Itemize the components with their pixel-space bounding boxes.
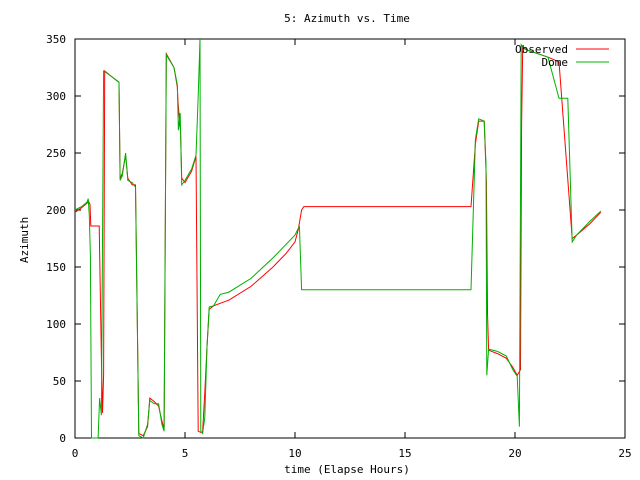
x-tick-label: 20 [508,447,521,460]
legend-label-dome: Dome [542,56,569,69]
x-tick-label: 0 [72,447,79,460]
y-axis-label: Azimuth [18,217,31,263]
x-tick-label: 10 [288,447,301,460]
y-tick-label: 350 [46,33,66,46]
chart-title: 5: Azimuth vs. Time [284,12,410,25]
x-tick-label: 5 [182,447,189,460]
y-tick-label: 100 [46,318,66,331]
y-tick-label: 0 [59,432,66,445]
series-layer [74,38,602,439]
x-tick-label: 25 [618,447,631,460]
y-tick-label: 150 [46,261,66,274]
y-tick-label: 250 [46,147,66,160]
y-tick-label: 50 [53,375,66,388]
y-tick-label: 300 [46,90,66,103]
x-axis: 0 5 10 15 20 25 [72,39,632,460]
y-axis: 0 50 100 150 200 250 300 350 [46,33,625,445]
x-axis-label: time (Elapse Hours) [284,463,410,476]
series-line-dome [74,38,602,439]
plot-frame [74,38,626,439]
legend-label-observed: Observed [515,43,568,56]
y-tick-label: 200 [46,204,66,217]
x-tick-label: 15 [398,447,411,460]
series-line-observed [74,47,602,437]
